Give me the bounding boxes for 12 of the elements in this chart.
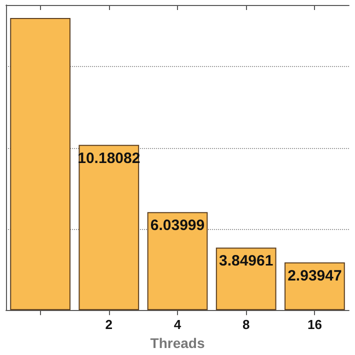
data-label: 6.03999 — [150, 217, 205, 234]
x-tick-label: 4 — [174, 317, 182, 332]
data-label: 2.93947 — [288, 267, 342, 284]
bar — [147, 212, 208, 310]
x-tick-label: 8 — [242, 317, 250, 332]
x-tick-label: 16 — [307, 317, 322, 332]
bar — [216, 248, 276, 310]
data-label: 3.84961 — [218, 252, 274, 270]
bar — [10, 18, 70, 310]
x-axis-title: Threads — [150, 335, 205, 351]
bar — [78, 144, 140, 310]
x-tick-label: 2 — [105, 317, 113, 332]
